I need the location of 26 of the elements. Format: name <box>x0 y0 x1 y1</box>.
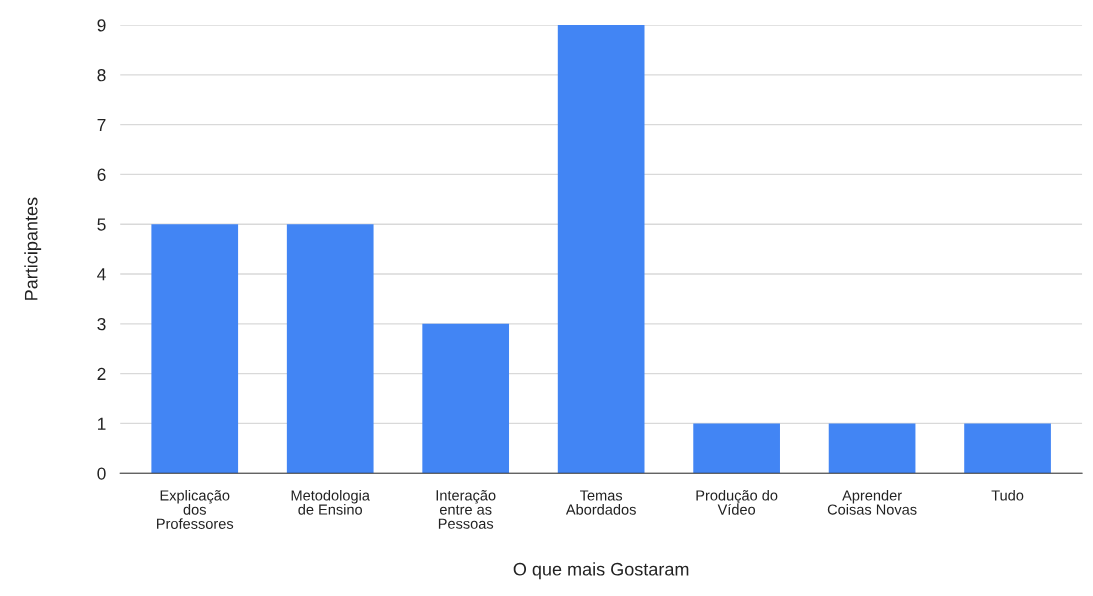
bar <box>693 423 780 474</box>
y-tick-label: 4 <box>97 268 106 281</box>
x-tick-label: Produção do Vídeo <box>696 489 778 515</box>
y-tick-label: 7 <box>97 118 106 131</box>
y-tick-label: 3 <box>97 317 106 331</box>
y-tick-label: 9 <box>97 19 106 32</box>
x-tick-label: Metodologia de Ensino <box>291 489 370 515</box>
x-axis-title: O que mais Gostaram <box>513 562 689 580</box>
y-tick-label: 6 <box>97 168 106 181</box>
bar <box>557 25 645 474</box>
x-tick-label: Tudo <box>991 489 1024 501</box>
y-tick-label: 0 <box>97 467 106 480</box>
bar <box>422 323 510 474</box>
bar <box>151 224 239 474</box>
x-tick-label: Aprender Coisas Novas <box>827 489 917 515</box>
x-tick-label: Temas Abordados <box>565 490 636 515</box>
bar <box>964 423 1051 474</box>
bar <box>286 224 374 474</box>
y-axis-title: Participantes <box>24 197 42 300</box>
y-tick-label: 1 <box>98 417 106 430</box>
y-tick-label: 8 <box>97 69 106 82</box>
y-tick-label: 2 <box>97 367 106 380</box>
y-tick-label: 5 <box>97 218 106 231</box>
x-tick-label: Explicação dos Professores <box>157 489 234 529</box>
bar <box>828 423 916 474</box>
x-tick-label: Interação entre as Pessoas <box>436 489 496 529</box>
